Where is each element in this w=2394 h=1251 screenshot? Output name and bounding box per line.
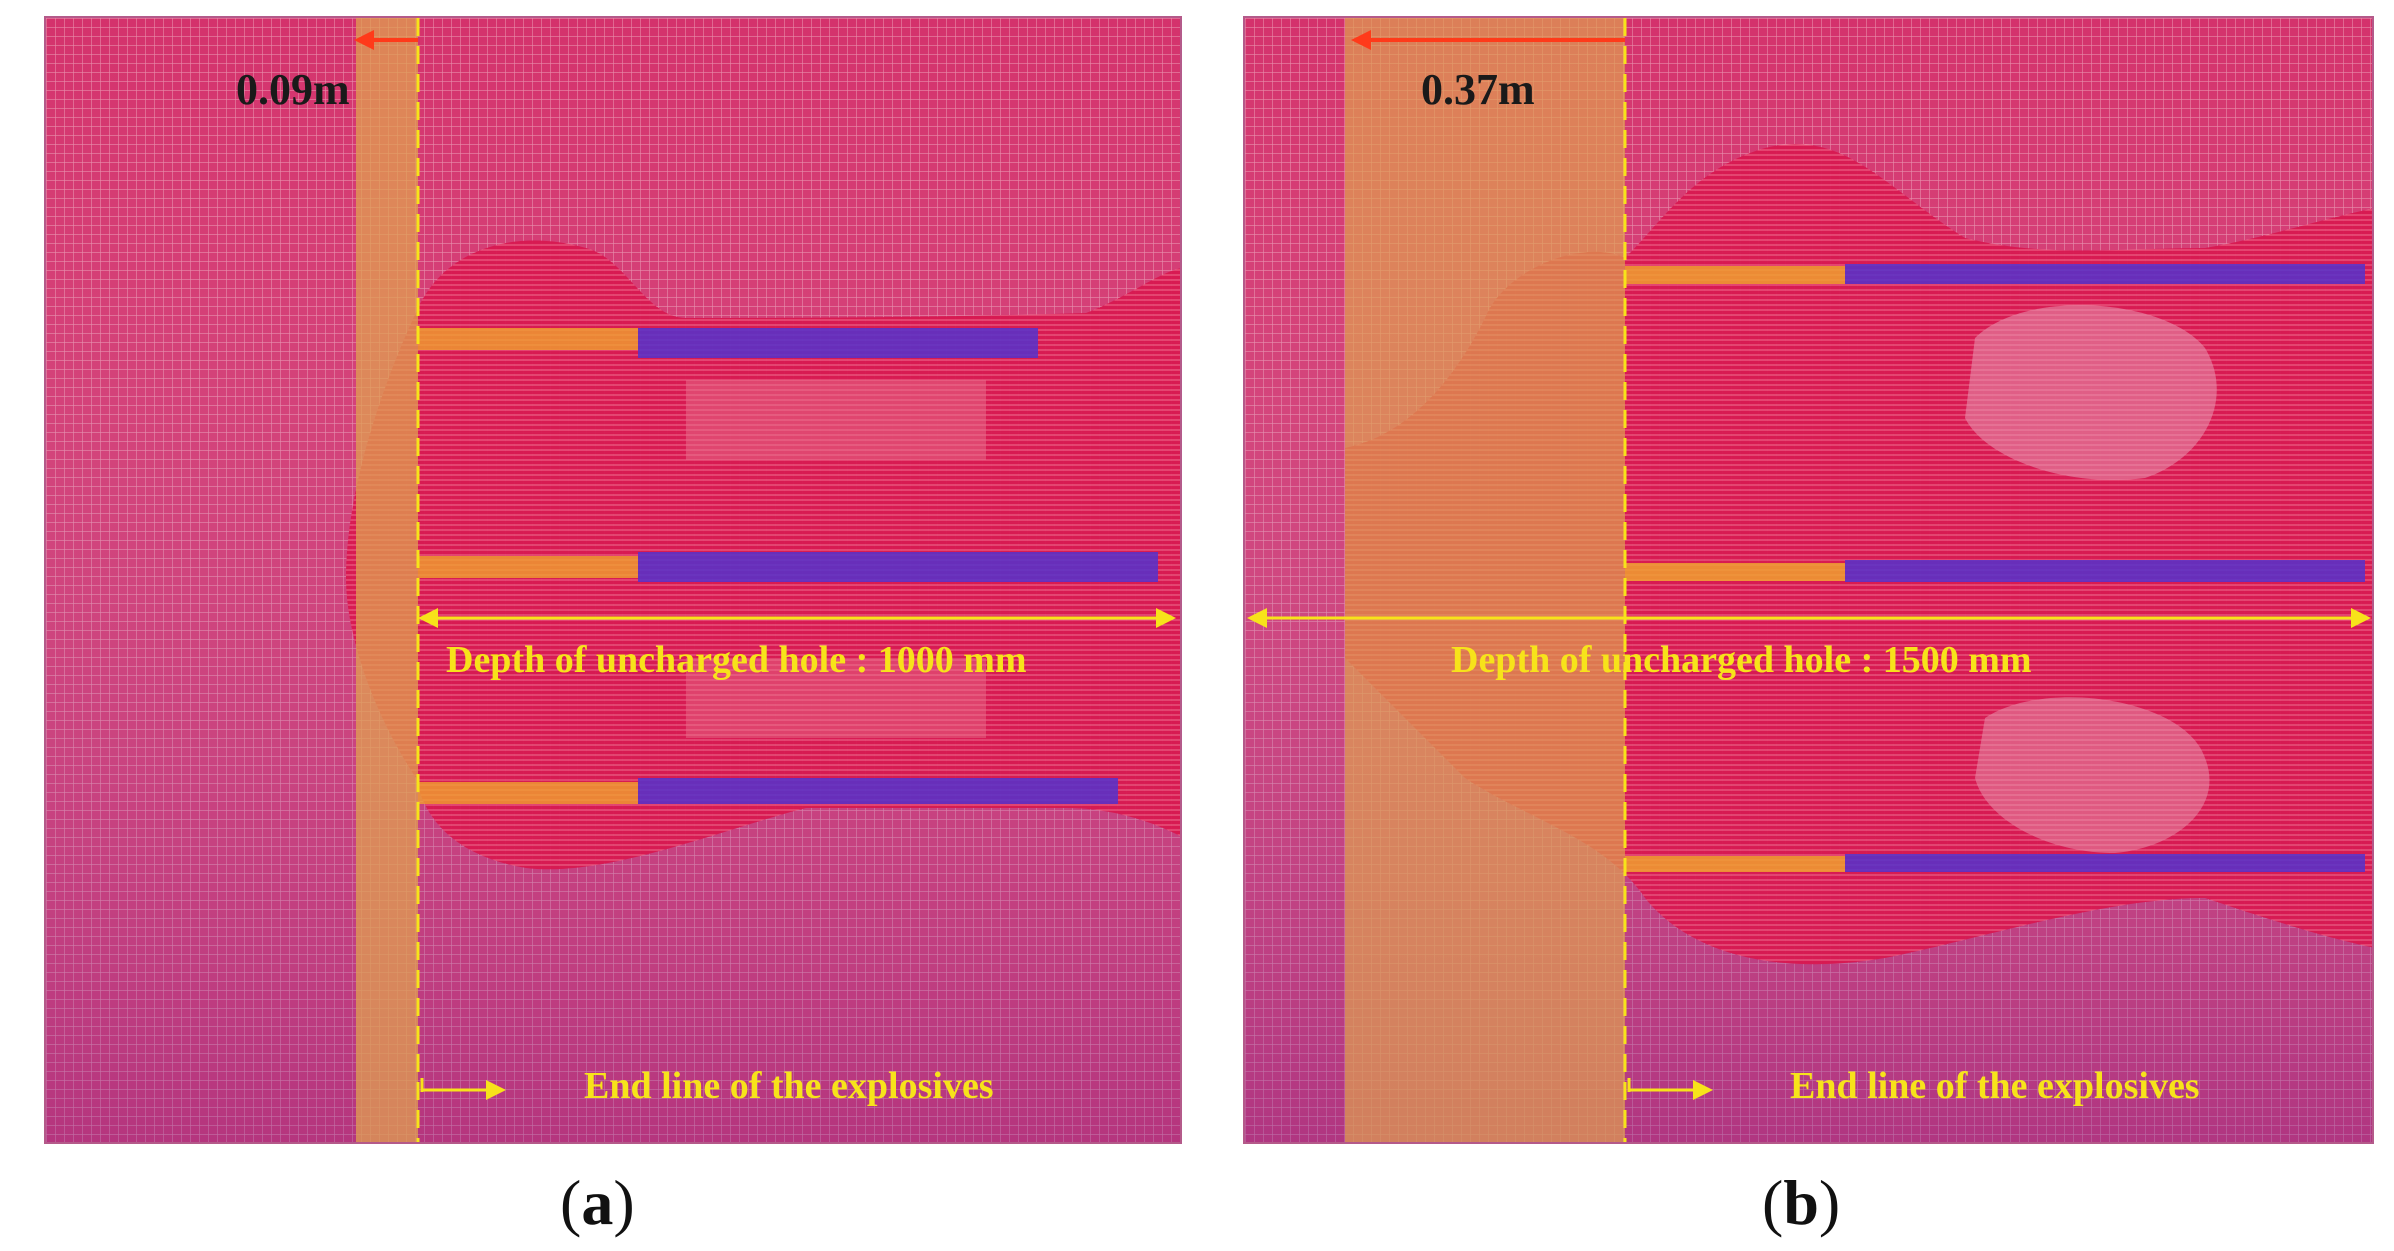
depth-arrow — [418, 608, 1176, 628]
offset-arrow — [354, 30, 418, 50]
caption-a: (a) — [560, 1167, 635, 1238]
distance-label: 0.37m — [1421, 65, 1535, 114]
end-line-label: End line of the explosives — [1790, 1065, 2200, 1107]
mesh-figure-b — [1245, 18, 2372, 1142]
depth-label: Depth of uncharged hole : 1000 mm — [446, 639, 1027, 681]
mesh-figure-a — [46, 18, 1180, 1142]
depth-label: Depth of uncharged hole : 1500 mm — [1451, 639, 2032, 681]
end-line-arrow — [1627, 1078, 1713, 1100]
end-line-arrow — [420, 1078, 506, 1100]
depth-arrow — [1247, 608, 2371, 628]
distance-label: 0.09m — [236, 65, 350, 114]
damage-band — [356, 18, 418, 1142]
end-line-label: End line of the explosives — [584, 1065, 994, 1107]
simulation-panel-b: 0.37m Depth of uncharged hole : 1500 mm … — [1243, 16, 2374, 1144]
damage-band — [1345, 18, 1625, 1142]
charged-holes — [1625, 264, 2365, 872]
charged-holes — [418, 328, 1158, 804]
offset-arrow — [1351, 30, 1625, 50]
caption-b: (b) — [1762, 1167, 1841, 1238]
simulation-panel-a: 0.09m Depth of uncharged hole : 1000 mm … — [44, 16, 1182, 1144]
